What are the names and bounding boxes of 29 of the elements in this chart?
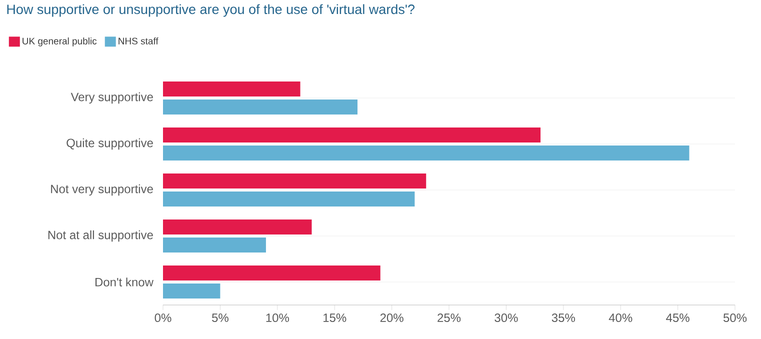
- y-tick-label: Not very supportive: [51, 184, 153, 196]
- x-tick-label: 10%: [266, 314, 289, 322]
- bar: [163, 284, 220, 299]
- x-tick-label: 40%: [608, 314, 632, 322]
- x-tick-label: 15%: [324, 314, 346, 322]
- x-tick-label: 45%: [666, 314, 690, 322]
- x-tick-label: 35%: [552, 314, 575, 322]
- bar: [163, 266, 380, 281]
- bar: [163, 128, 541, 143]
- bar: [163, 174, 426, 189]
- x-tick-label: 0%: [154, 314, 172, 322]
- y-tick-label: Quite supportive: [66, 138, 153, 150]
- x-tick-label: 50%: [723, 314, 747, 322]
- bar: [163, 238, 266, 253]
- y-tick-label: Very supportive: [70, 92, 153, 104]
- x-tick-label: 25%: [438, 314, 461, 322]
- y-tick-label: Don't know: [95, 278, 154, 286]
- bar: [163, 220, 312, 235]
- x-tick-label: 20%: [380, 314, 404, 322]
- bar: [163, 82, 300, 97]
- x-tick-label: 30%: [494, 314, 518, 322]
- legend-label: UK general public: [22, 37, 97, 46]
- chart-title: How supportive or unsupportive are you of the use of 'virtual wards'?: [7, 4, 414, 17]
- x-tick-label: 5%: [212, 314, 228, 322]
- bar: [163, 100, 358, 115]
- legend-label: NHS staff: [118, 37, 158, 44]
- y-tick-label: Not at all supportive: [48, 230, 153, 242]
- bar: [163, 146, 690, 161]
- bar: [163, 192, 415, 207]
